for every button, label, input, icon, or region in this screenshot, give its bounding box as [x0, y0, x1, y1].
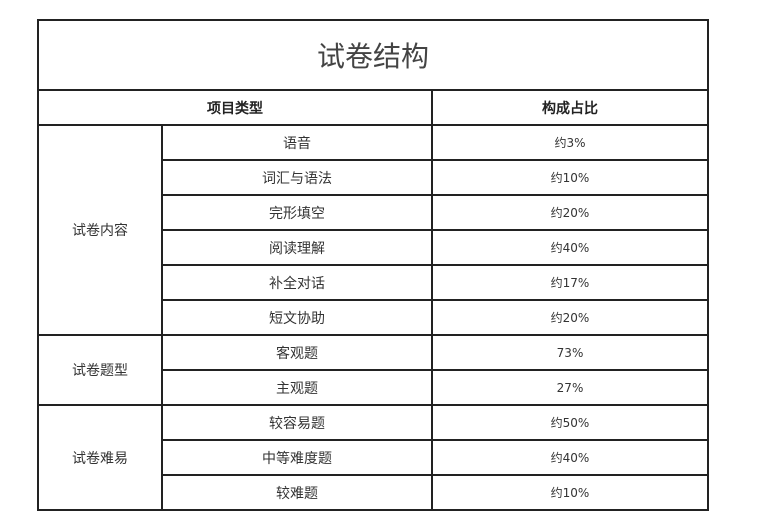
header-row: 项目类型 构成占比 — [37, 89, 710, 126]
item-name: 完形填空 — [161, 194, 433, 231]
group-name: 试卷题型 — [37, 334, 163, 406]
table-row: 中等难度题 约40% — [38, 439, 710, 476]
item-ratio: 约17% — [430, 264, 710, 301]
item-name: 短文协助 — [161, 299, 433, 336]
table-row: 试卷难易 较容易题 约50% — [37, 404, 710, 511]
title-row: 试卷结构 — [36, 19, 710, 91]
table-row: 短文协助 约20% — [38, 299, 710, 336]
exam-structure-table: 试卷结构 项目类型 构成占比 试卷内容 语音 约3% 词汇与语法 约10% 完形填空 约20… — [36, 19, 710, 511]
group-name: 试卷内容 — [37, 124, 163, 336]
table-row: 补全对话 约17% — [38, 264, 710, 301]
item-name: 主观题 — [161, 369, 433, 406]
item-name: 客观题 — [161, 334, 433, 371]
item-ratio: 约20% — [430, 194, 710, 231]
item-ratio: 约50% — [430, 404, 710, 441]
group-name: 试卷难易 — [37, 404, 163, 511]
item-name: 中等难度题 — [161, 439, 433, 476]
table-row: 试卷内容 语音 约3% — [37, 124, 710, 336]
item-ratio: 约40% — [430, 229, 710, 266]
item-ratio: 约40% — [430, 439, 710, 476]
table-row: 试卷题型 客观题 73% — [37, 334, 710, 406]
table-row: 完形填空 约20% — [38, 194, 710, 231]
item-name: 补全对话 — [161, 264, 433, 301]
item-ratio: 约10% — [430, 159, 710, 196]
table-row: 较难题 约10% — [38, 474, 710, 511]
header-item-type: 项目类型 — [37, 89, 433, 126]
table-title: 试卷结构 — [36, 19, 710, 91]
item-ratio: 约20% — [430, 299, 710, 336]
item-ratio: 约3% — [430, 124, 710, 161]
table-row: 词汇与语法 约10% — [38, 159, 710, 196]
item-name: 语音 — [161, 124, 433, 161]
item-name: 词汇与语法 — [161, 159, 433, 196]
item-ratio: 73% — [430, 334, 710, 371]
item-ratio: 27% — [430, 369, 710, 406]
item-ratio: 约10% — [430, 474, 710, 511]
item-name: 较难题 — [161, 474, 433, 511]
table-row: 阅读理解 约40% — [38, 229, 710, 266]
item-name: 较容易题 — [161, 404, 433, 441]
header-ratio: 构成占比 — [430, 89, 710, 126]
table-row: 主观题 27% — [38, 369, 710, 406]
item-name: 阅读理解 — [161, 229, 433, 266]
